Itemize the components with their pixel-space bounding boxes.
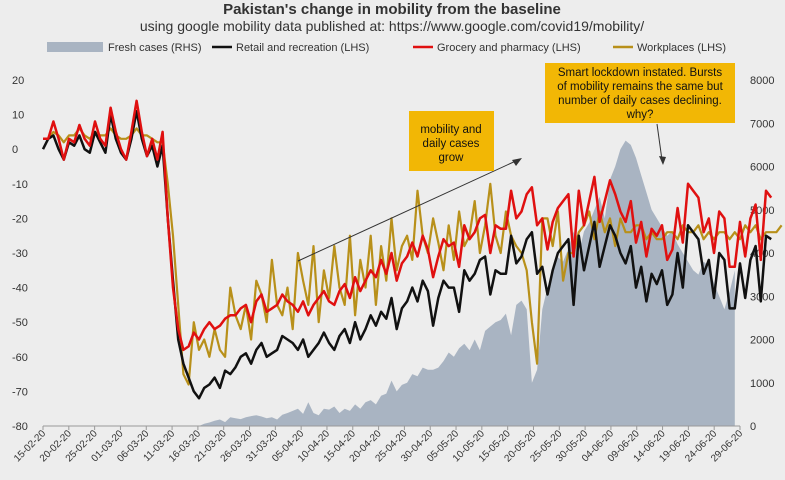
- rhs-tick-label: 7000: [750, 118, 774, 130]
- legend-label-fresh-cases: Fresh cases (RHS): [108, 42, 202, 54]
- lhs-tick-label: 20: [12, 75, 24, 87]
- lhs-tick-label: -10: [12, 179, 28, 191]
- lhs-tick-label: 10: [12, 110, 24, 122]
- chart-title: Pakistan's change in mobility from the b…: [223, 1, 561, 18]
- callout-mobility-grow-line-2: daily cases: [423, 138, 480, 150]
- arrow-head: [512, 158, 522, 166]
- callout-box-smart-lockdown: [545, 63, 735, 123]
- legend-label-retail: Retail and recreation (LHS): [236, 42, 369, 54]
- chart-subtitle: using google mobility data published at:…: [140, 18, 644, 34]
- rhs-tick-label: 0: [750, 421, 756, 433]
- rhs-tick-label: 8000: [750, 75, 774, 87]
- callout-pointer-head: [659, 156, 666, 165]
- rhs-tick-label: 1000: [750, 378, 774, 390]
- lhs-tick-label: -50: [12, 317, 28, 329]
- legend-label-grocery: Grocery and pharmacy (LHS): [437, 42, 581, 54]
- callout-box-mobility-grow: [409, 111, 494, 171]
- lhs-tick-label: 0: [12, 144, 18, 156]
- lhs-tick-label: -40: [12, 283, 28, 295]
- lhs-tick-label: -70: [12, 386, 28, 398]
- rhs-tick-label: 2000: [750, 335, 774, 347]
- callout-smart-lockdown-line-3: number of daily cases declining.: [558, 95, 722, 107]
- callout-mobility-grow-line-3: grow: [439, 152, 465, 164]
- callout-mobility-grow: mobility and daily cases grow: [409, 111, 494, 171]
- callout-mobility-grow-line-1: mobility and: [420, 124, 481, 136]
- legend-label-workplaces: Workplaces (LHS): [637, 42, 726, 54]
- rhs-tick-label: 6000: [750, 162, 774, 174]
- callout-smart-lockdown-line-1: Smart lockdown instated. Bursts: [558, 67, 723, 79]
- legend-swatch-fresh-cases: [47, 42, 103, 52]
- legend: Fresh cases (RHS) Retail and recreation …: [47, 42, 726, 54]
- series-area-fresh-cases: [43, 140, 735, 426]
- callout-smart-lockdown-line-4: why?: [626, 109, 654, 121]
- lhs-axis: 20 10 0 -10 -20 -30 -40 -50 -60 -70 -80: [12, 75, 28, 433]
- callout-pointer-line: [656, 123, 663, 161]
- arrow-line: [297, 159, 519, 262]
- annotation-arrow-growth: [297, 158, 522, 262]
- callout-smart-lockdown-line-2: of mobility remains the same but: [557, 81, 723, 93]
- lhs-tick-label: -60: [12, 352, 28, 364]
- lhs-tick-label: -30: [12, 248, 28, 260]
- series-line-grocery: [43, 99, 773, 352]
- callout-smart-lockdown: Smart lockdown instated. Bursts of mobil…: [545, 63, 735, 165]
- lhs-tick-label: -80: [12, 421, 28, 433]
- lhs-tick-label: -20: [12, 213, 28, 225]
